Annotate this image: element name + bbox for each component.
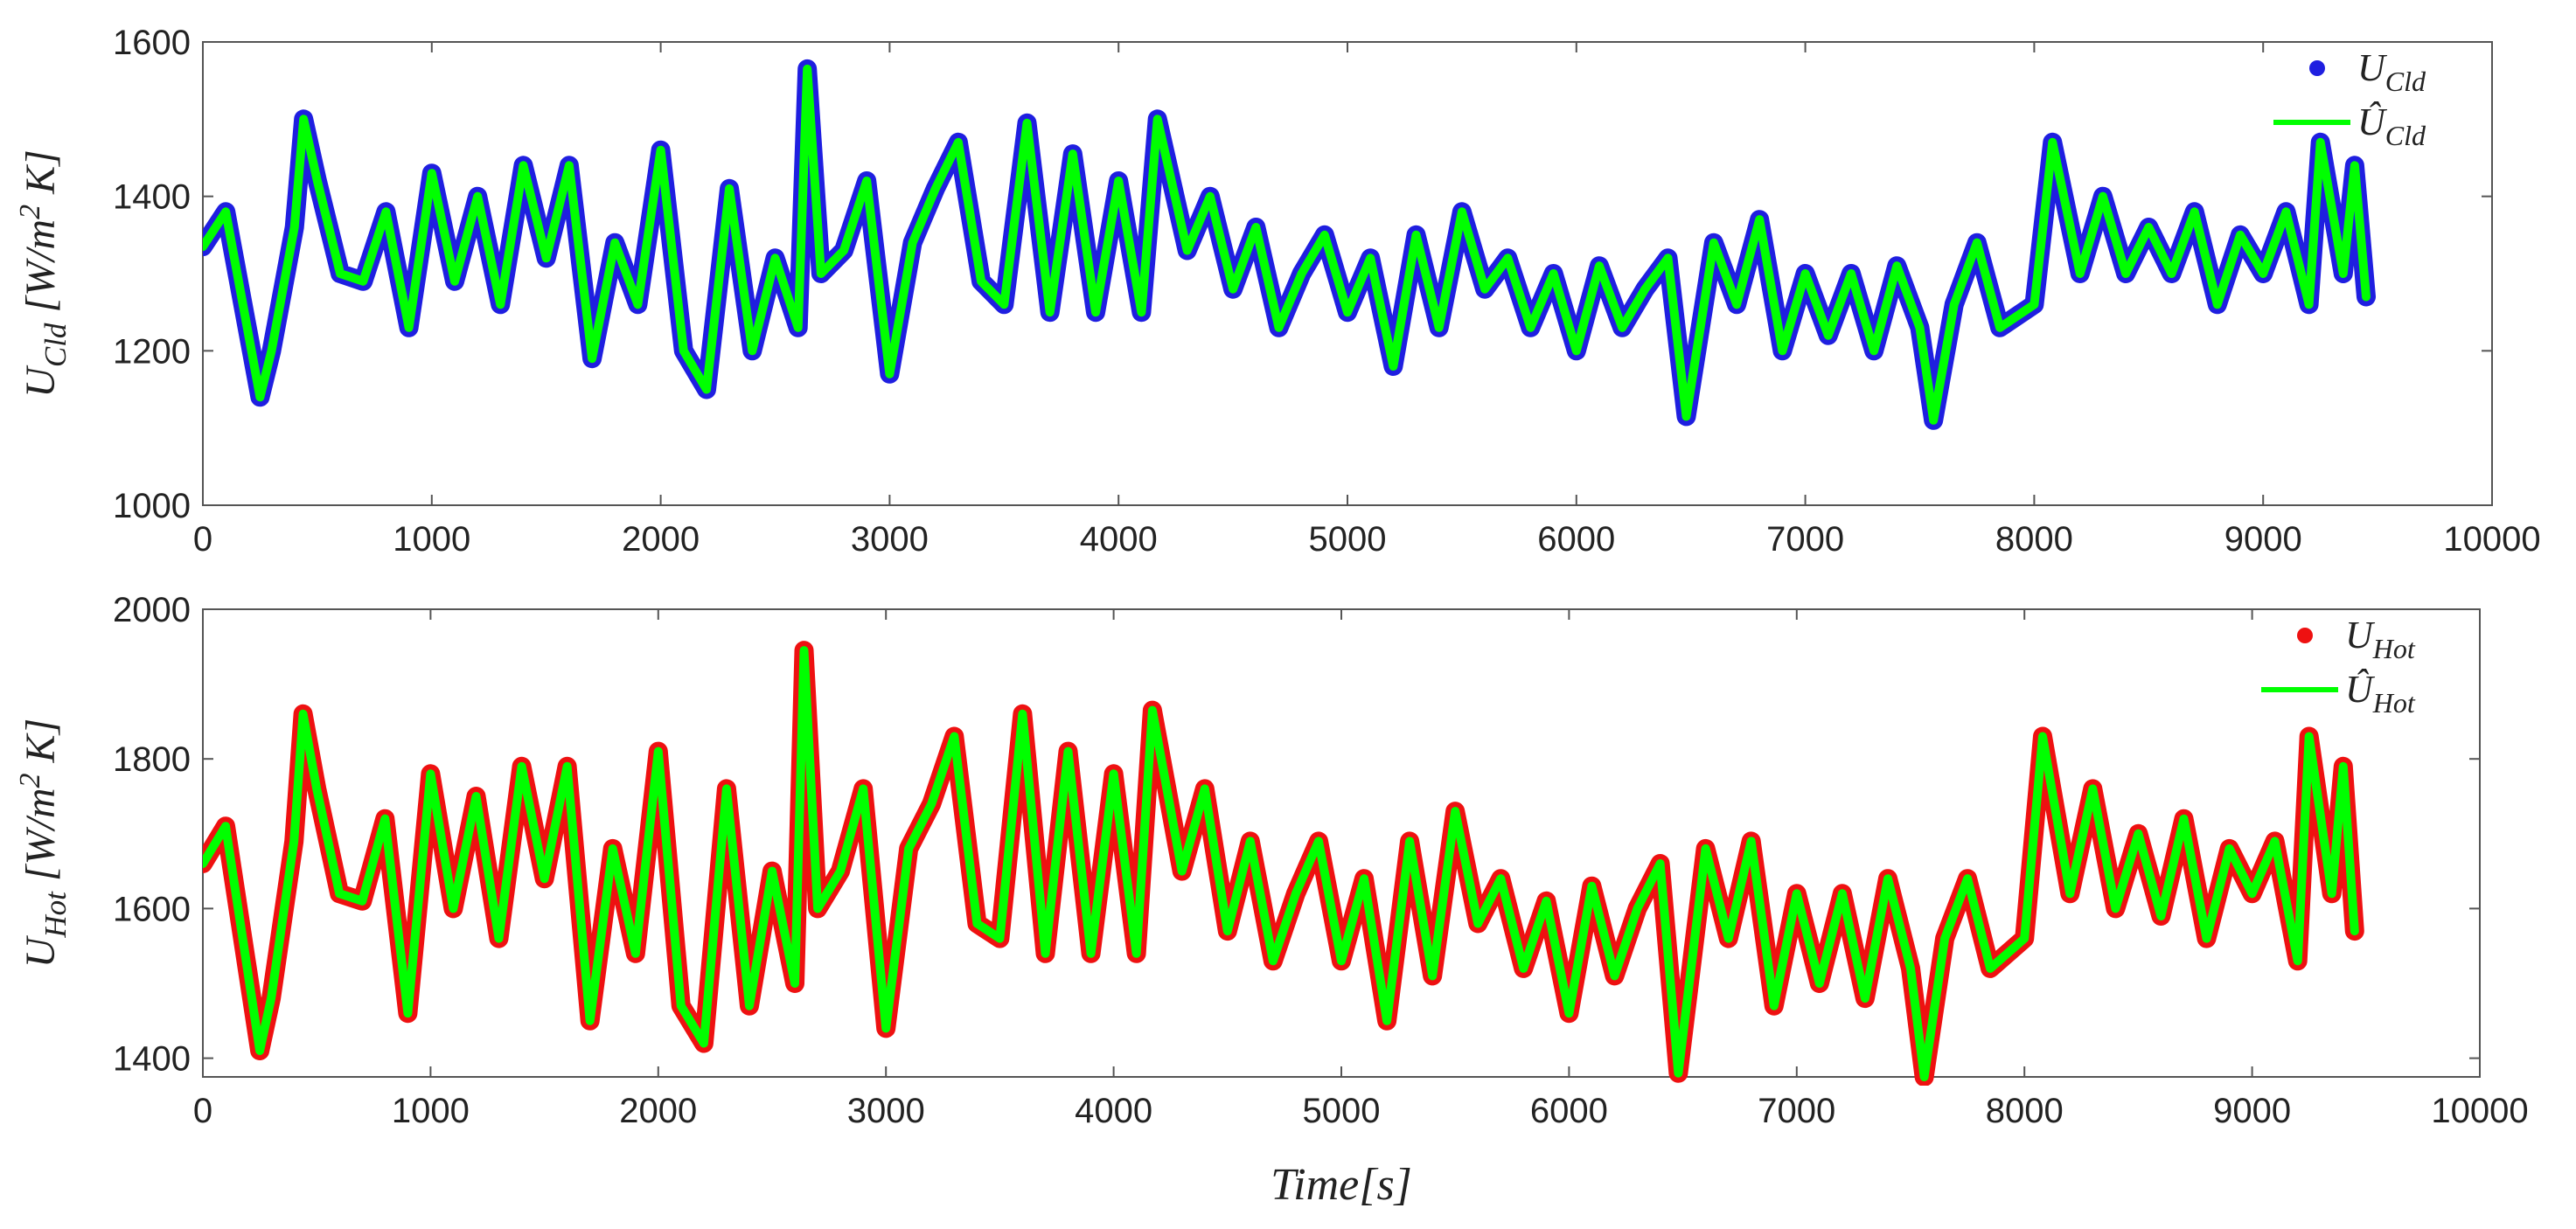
y-tick-label: 1400 <box>113 1040 191 1079</box>
y-tick-label: 1600 <box>113 890 191 928</box>
x-tick-label: 0 <box>193 520 212 559</box>
y-tick-label: 1200 <box>113 332 191 371</box>
y-axis-label: UHot [W/m2 K] <box>14 719 73 969</box>
x-tick-label: 9000 <box>2213 1092 2291 1130</box>
x-tick-label: 1000 <box>392 1092 470 1130</box>
x-tick-label: 4000 <box>1075 1092 1152 1130</box>
x-tick-label: 7000 <box>1758 1092 1835 1130</box>
x-tick-label: 5000 <box>1309 520 1387 559</box>
legend-entry: ÛHot <box>2345 668 2416 719</box>
chart-panel: 0 1000 2000 3000 4000 5000 6000 7000 8000 9000 100… <box>14 24 2541 559</box>
x-tick-label: 10000 <box>2431 1092 2528 1130</box>
y-tick-label: 1000 <box>113 487 191 525</box>
x-tick-label: 5000 <box>1303 1092 1381 1130</box>
legend-entry: UHot <box>2345 614 2416 664</box>
y-tick-label: 1600 <box>113 24 191 62</box>
series-line-hot <box>203 646 2359 1081</box>
x-tick-label: 9000 <box>2224 520 2302 559</box>
x-tick-label: 7000 <box>1766 520 1844 559</box>
x-tick-label: 8000 <box>1986 1092 2064 1130</box>
legend-entry: ÛCld <box>2357 101 2426 151</box>
x-tick-label: 4000 <box>1080 520 1158 559</box>
y-tick-label: 2000 <box>113 591 191 629</box>
x-tick-label: 2000 <box>619 1092 697 1130</box>
y-tick-label: 1800 <box>113 740 191 779</box>
x-tick-label: 1000 <box>393 520 470 559</box>
chart-panels: 0 1000 2000 3000 4000 5000 6000 7000 8000 9000 100… <box>14 24 2541 1210</box>
x-axis-label: Time[s] <box>1271 1160 1412 1210</box>
x-tick-label: 6000 <box>1537 520 1615 559</box>
x-tick-label: 2000 <box>622 520 700 559</box>
legend-marker <box>2309 60 2325 76</box>
x-tick-label: 10000 <box>2443 520 2540 559</box>
y-axis-label: UCld [W/m2 K] <box>14 149 73 398</box>
x-tick-label: 3000 <box>851 520 929 559</box>
y-tick-label: 1400 <box>113 178 191 217</box>
legend-entry: UCld <box>2357 46 2426 97</box>
x-tick-label: 8000 <box>1995 520 2073 559</box>
x-tick-label: 6000 <box>1530 1092 1608 1130</box>
series-line-cld <box>203 64 2371 425</box>
x-tick-label: 3000 <box>847 1092 925 1130</box>
legend-marker <box>2297 628 2313 643</box>
x-tick-label: 0 <box>193 1092 212 1130</box>
chart-panel: 0 1000 2000 3000 4000 5000 6000 7000 8000 9000 100… <box>14 591 2529 1210</box>
